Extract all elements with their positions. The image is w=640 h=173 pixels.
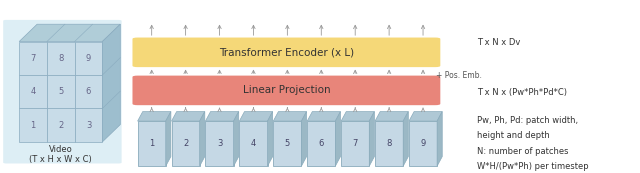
Text: T x N x (Pw*Ph*Pd*C): T x N x (Pw*Ph*Pd*C)	[477, 88, 567, 97]
Polygon shape	[102, 24, 120, 142]
FancyBboxPatch shape	[172, 121, 200, 166]
Text: N: number of patches: N: number of patches	[477, 147, 568, 156]
FancyBboxPatch shape	[19, 42, 47, 75]
FancyBboxPatch shape	[19, 75, 47, 108]
Text: height and depth: height and depth	[477, 131, 550, 140]
Text: 1: 1	[31, 121, 36, 130]
FancyBboxPatch shape	[75, 42, 102, 75]
Polygon shape	[138, 112, 171, 121]
Polygon shape	[205, 112, 239, 121]
Text: 9: 9	[86, 54, 91, 63]
Polygon shape	[307, 112, 340, 121]
Polygon shape	[268, 112, 273, 166]
Polygon shape	[335, 112, 340, 166]
FancyBboxPatch shape	[138, 121, 166, 166]
FancyBboxPatch shape	[307, 121, 335, 166]
Text: 7: 7	[30, 54, 36, 63]
Polygon shape	[409, 112, 442, 121]
FancyBboxPatch shape	[375, 121, 403, 166]
Text: W*H/(Pw*Ph) per timestep: W*H/(Pw*Ph) per timestep	[477, 162, 588, 171]
Text: Pw, Ph, Pd: patch width,: Pw, Ph, Pd: patch width,	[477, 116, 578, 125]
Polygon shape	[200, 112, 205, 166]
Text: Linear Projection: Linear Projection	[243, 85, 330, 95]
Text: 9: 9	[420, 139, 426, 148]
Polygon shape	[301, 112, 307, 166]
Text: 3: 3	[217, 139, 222, 148]
FancyBboxPatch shape	[239, 121, 268, 166]
FancyBboxPatch shape	[75, 75, 102, 108]
Text: 3: 3	[86, 121, 92, 130]
Text: 8: 8	[387, 139, 392, 148]
Polygon shape	[341, 112, 374, 121]
Text: T x N x Dv: T x N x Dv	[477, 38, 520, 47]
Polygon shape	[403, 112, 408, 166]
Polygon shape	[369, 112, 374, 166]
FancyBboxPatch shape	[47, 42, 75, 75]
Text: 1: 1	[149, 139, 154, 148]
Text: 7: 7	[353, 139, 358, 148]
Polygon shape	[239, 112, 273, 121]
FancyBboxPatch shape	[75, 108, 102, 142]
Text: 4: 4	[251, 139, 256, 148]
Text: + Pos. Emb.: + Pos. Emb.	[436, 71, 483, 80]
Polygon shape	[172, 112, 205, 121]
Text: 2: 2	[58, 121, 63, 130]
FancyBboxPatch shape	[19, 108, 47, 142]
Text: 5: 5	[285, 139, 290, 148]
FancyBboxPatch shape	[47, 75, 75, 108]
Text: 8: 8	[58, 54, 63, 63]
Text: Video
(T x H x W x C): Video (T x H x W x C)	[29, 145, 92, 164]
Polygon shape	[166, 112, 171, 166]
Polygon shape	[19, 24, 120, 42]
Polygon shape	[273, 112, 307, 121]
Text: 2: 2	[183, 139, 188, 148]
Text: 6: 6	[319, 139, 324, 148]
Text: 5: 5	[58, 87, 63, 96]
FancyBboxPatch shape	[341, 121, 369, 166]
FancyBboxPatch shape	[132, 38, 440, 67]
Polygon shape	[375, 112, 408, 121]
Text: 6: 6	[86, 87, 92, 96]
FancyBboxPatch shape	[205, 121, 234, 166]
FancyBboxPatch shape	[409, 121, 437, 166]
FancyBboxPatch shape	[273, 121, 301, 166]
Text: Transformer Encoder (x L): Transformer Encoder (x L)	[219, 47, 354, 57]
Polygon shape	[234, 112, 239, 166]
FancyBboxPatch shape	[3, 20, 122, 163]
FancyBboxPatch shape	[132, 76, 440, 105]
Text: 4: 4	[31, 87, 36, 96]
FancyBboxPatch shape	[47, 108, 75, 142]
Polygon shape	[437, 112, 442, 166]
